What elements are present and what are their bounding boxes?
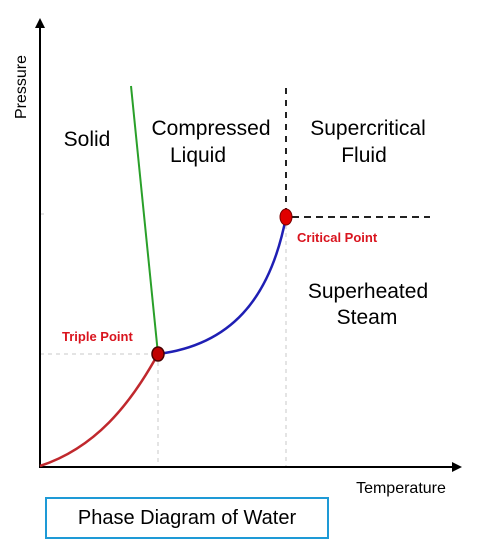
caption-box: Phase Diagram of Water [45, 497, 329, 539]
superheated-steam-label-line-1: Superheated [308, 280, 428, 303]
fusion-curve [130, 85, 159, 355]
pressure-axis-label: Pressure [13, 55, 30, 119]
triple-point-marker [151, 346, 165, 362]
triple-point-label: Triple Point [62, 329, 133, 344]
superheated-steam-label-line-2: Steam [337, 306, 398, 329]
sublimation-curve [39, 353, 160, 468]
supercritical-fluid-label-line-1: Supercritical [310, 117, 426, 140]
supercritical-fluid-label-line-2: Fluid [341, 144, 387, 167]
vaporization-curve [157, 216, 288, 356]
critical-point-marker [279, 208, 293, 226]
compressed-liquid-label-line-2: Liquid [170, 144, 226, 167]
temperature-axis-label: Temperature [356, 480, 446, 497]
critical-point-label: Critical Point [297, 230, 378, 245]
solid-region-label: Solid [64, 128, 111, 151]
compressed-liquid-label-line-1: Compressed [151, 117, 270, 140]
diagram-title: Phase Diagram of Water [77, 506, 297, 529]
